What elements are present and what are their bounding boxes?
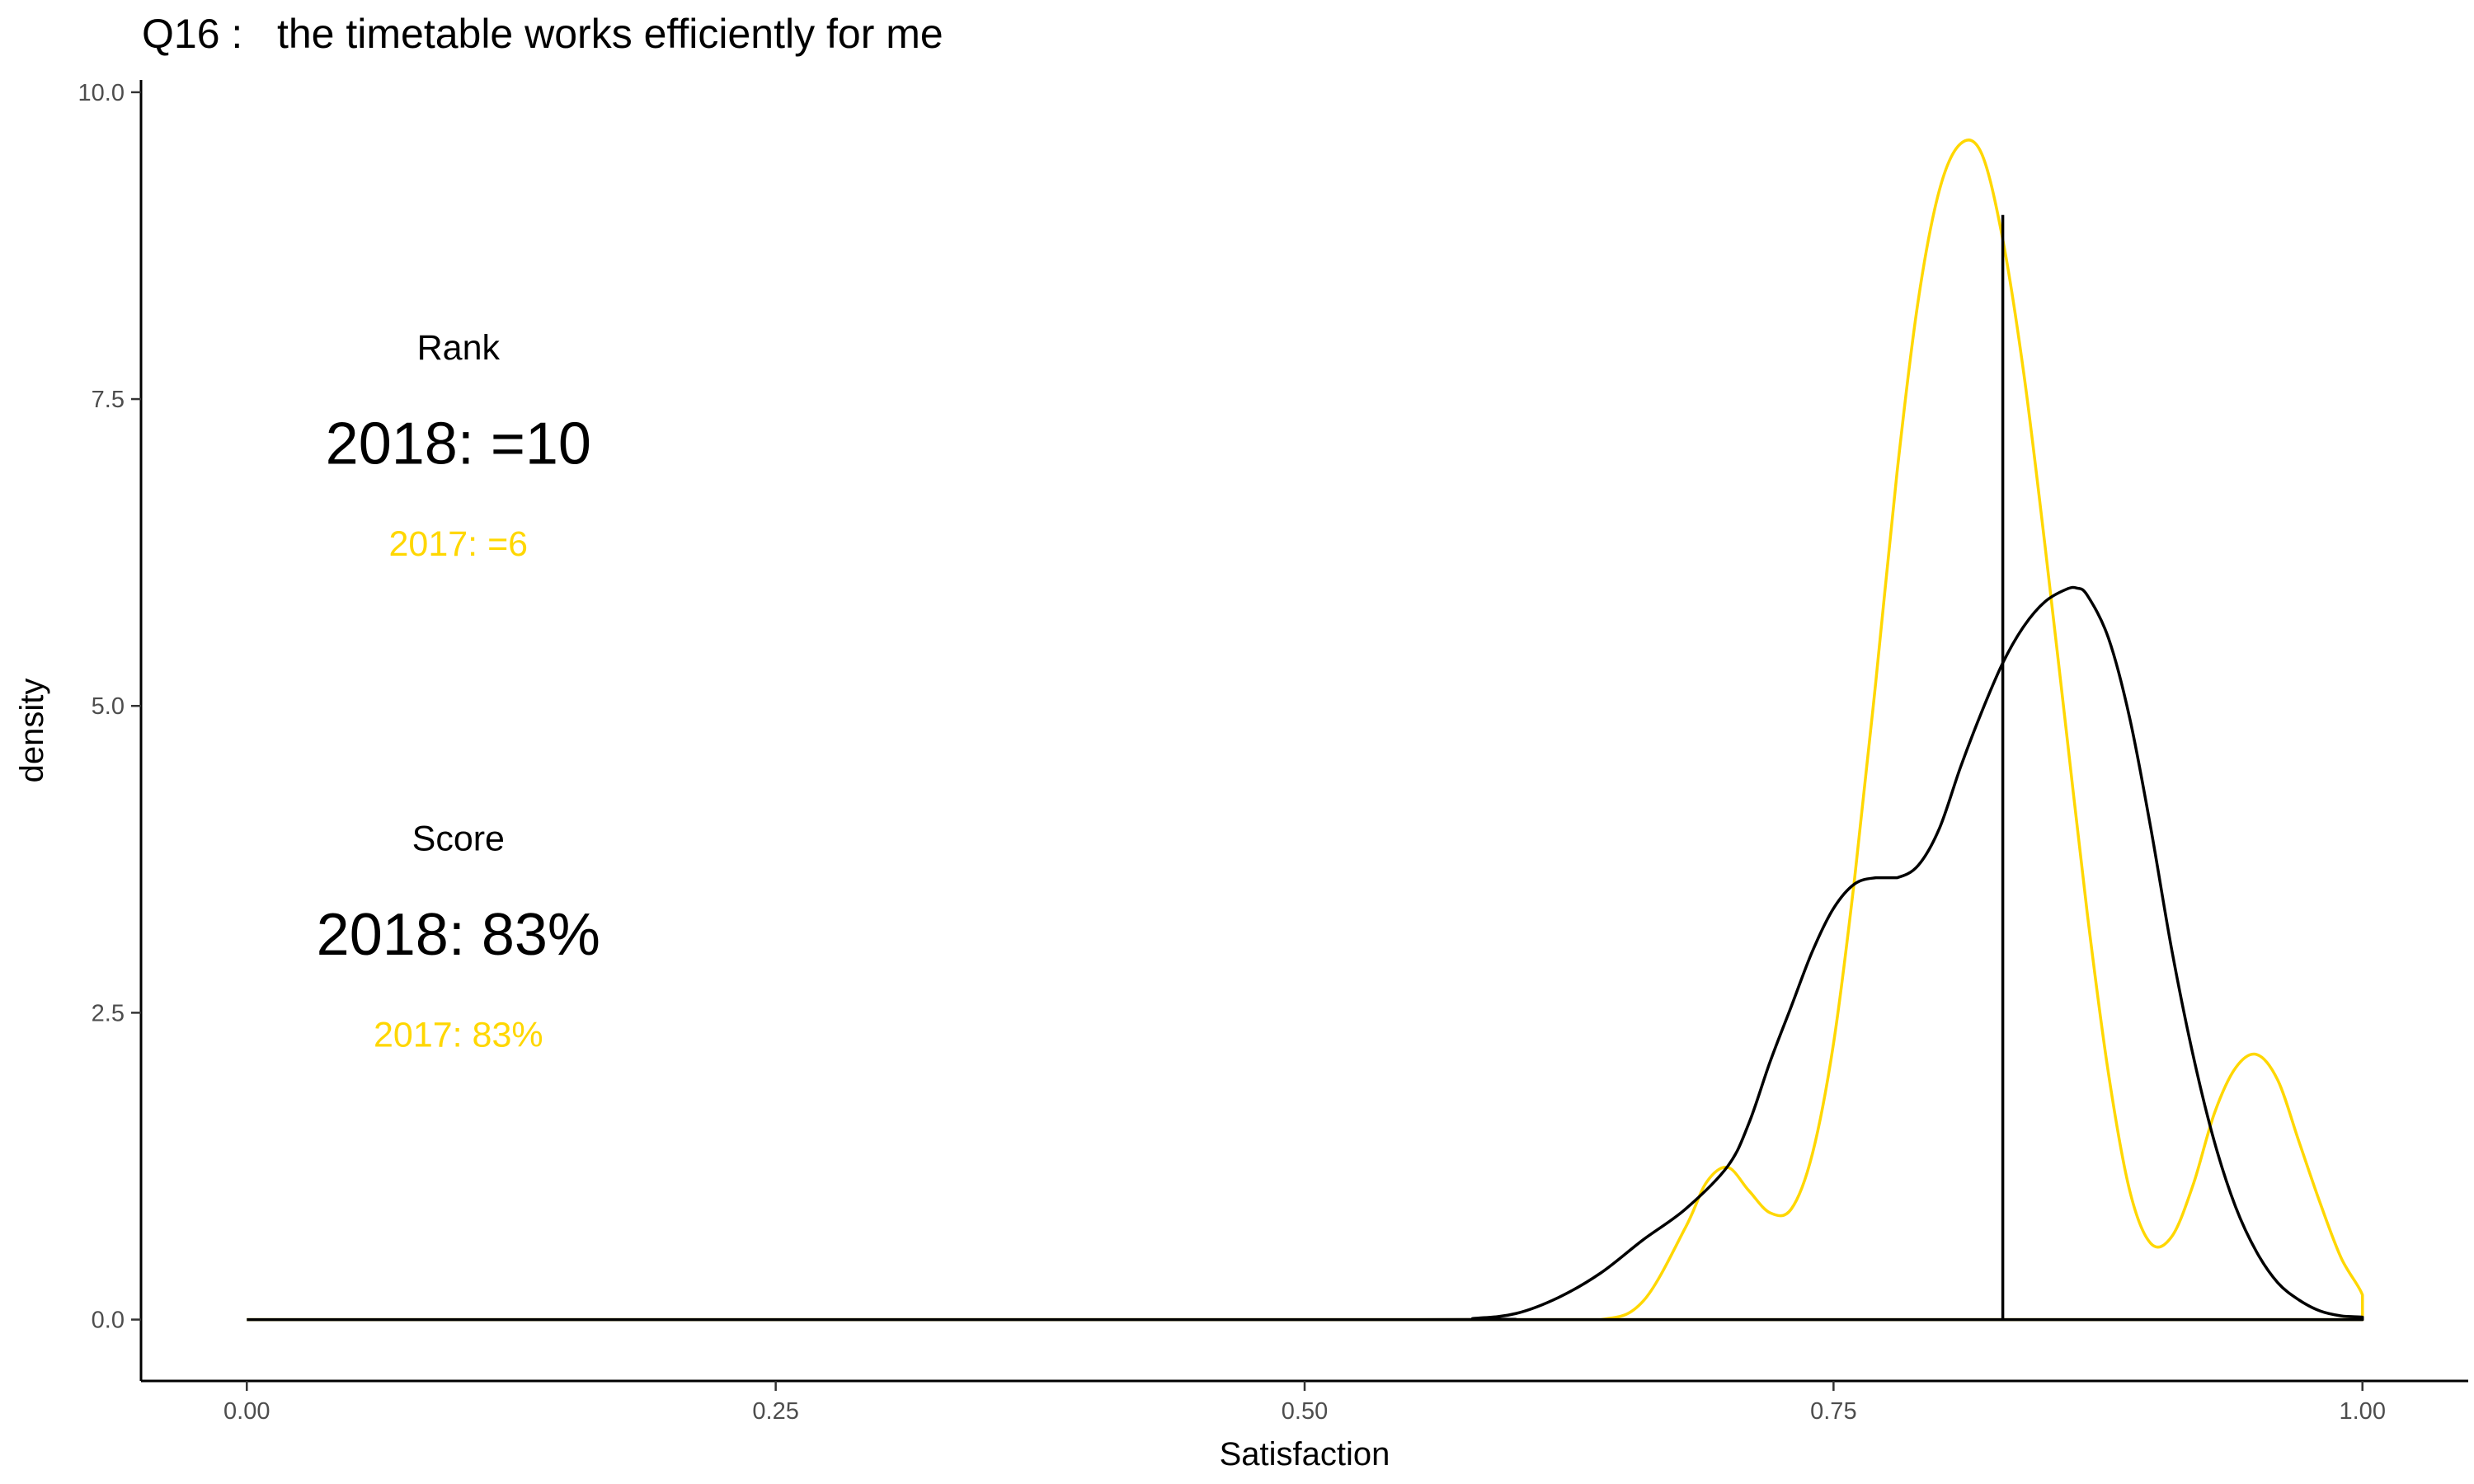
x-tick-label: 0.00 bbox=[223, 1398, 270, 1425]
y-tick-label: 2.5 bbox=[92, 1000, 125, 1026]
x-axis-title: Satisfaction bbox=[1220, 1436, 1390, 1472]
y-tick-label: 10.0 bbox=[78, 80, 125, 106]
chart-title: Q16 : the timetable works efficiently fo… bbox=[142, 11, 943, 57]
density-curve-2018 bbox=[247, 585, 2364, 1322]
x-ticks: 0.00 0.25 0.50 0.75 1.00 bbox=[223, 1381, 2386, 1425]
score-label: Score bbox=[412, 819, 505, 858]
score-2018: 2018: 83% bbox=[317, 902, 600, 968]
x-tick-label: 0.75 bbox=[1810, 1398, 1856, 1425]
y-tick-label: 7.5 bbox=[92, 387, 125, 413]
x-tick-label: 1.00 bbox=[2340, 1398, 2386, 1425]
y-tick-label: 5.0 bbox=[92, 693, 125, 720]
annotations: Rank 2018: =10 2017: =6 Score 2018: 83% … bbox=[317, 328, 600, 1055]
y-tick-label: 0.0 bbox=[92, 1308, 125, 1334]
rank-2017: 2017: =6 bbox=[389, 524, 529, 564]
y-ticks: 0.0 2.5 5.0 7.5 10.0 bbox=[78, 80, 141, 1334]
rank-2018: 2018: =10 bbox=[326, 411, 591, 477]
score-2017: 2017: 83% bbox=[374, 1016, 543, 1055]
y-axis-title: density bbox=[14, 679, 50, 783]
x-tick-label: 0.50 bbox=[1282, 1398, 1328, 1425]
x-tick-label: 0.25 bbox=[752, 1398, 798, 1425]
rank-label: Rank bbox=[417, 328, 501, 368]
